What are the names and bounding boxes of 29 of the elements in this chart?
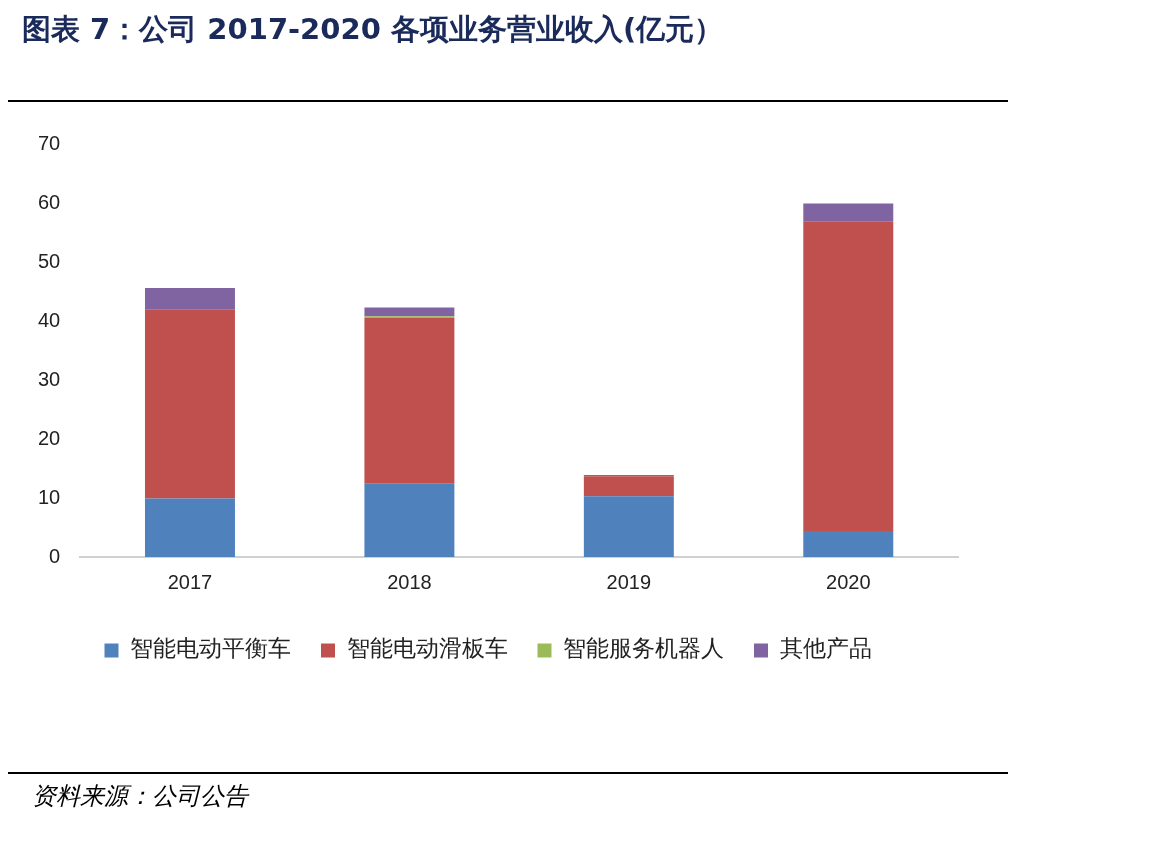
text: 资料来源：公司公告 <box>31 781 251 812</box>
y-tick-label: 70 <box>38 131 61 154</box>
bar <box>583 476 674 497</box>
x-tick-label: 2017 <box>167 570 213 593</box>
bar <box>144 309 235 499</box>
y-tick-label: 20 <box>38 426 61 449</box>
legend-label: 智能服务机器人 <box>563 635 724 662</box>
bar <box>583 496 674 557</box>
bar <box>803 221 894 532</box>
y-tick-label: 60 <box>38 190 61 213</box>
bar <box>144 498 235 557</box>
bar <box>803 531 894 557</box>
y-tick-label: 50 <box>38 249 61 272</box>
legend-label: 智能电动平衡车 <box>130 635 291 662</box>
legend-label: 智能电动滑板车 <box>346 635 508 662</box>
x-tick-label: 2018 <box>387 570 432 593</box>
x-tick-label: 2019 <box>606 570 652 593</box>
legend-label: 其他产品 <box>779 635 872 662</box>
chart-title: 图表 7：公司 2017-2020 各项业务营业收入(亿元） <box>8 8 1008 102</box>
x-tick-label: 2020 <box>826 570 871 593</box>
y-tick-label: 30 <box>38 367 61 390</box>
bar <box>364 318 455 484</box>
y-tick-label: 40 <box>38 308 61 331</box>
bar <box>364 307 455 317</box>
y-tick-label: 10 <box>38 485 61 508</box>
bar <box>364 483 455 557</box>
bar <box>803 203 894 222</box>
y-tick-label: 0 <box>49 544 61 567</box>
bar <box>144 287 235 310</box>
